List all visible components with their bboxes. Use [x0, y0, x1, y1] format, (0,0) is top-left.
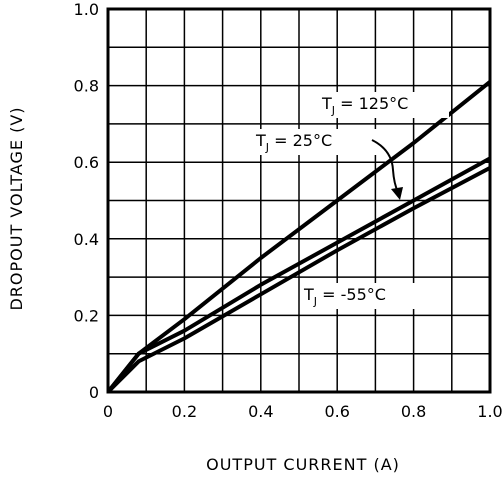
- y-axis-title: DROPOUT VOLTAGE (V): [7, 106, 26, 310]
- series-annotation-label: TJ = 125°C: [321, 94, 408, 117]
- x-tick-label: 0.8: [401, 402, 426, 421]
- x-tick-label: 0.6: [324, 402, 349, 421]
- annotation-background: [301, 283, 431, 309]
- grid: [108, 9, 490, 392]
- x-tick-label: 1.0: [477, 402, 502, 421]
- y-tick-label: 0: [89, 383, 99, 402]
- y-tick-labels: 0 0.2 0.4 0.6 0.8 1.0: [74, 0, 99, 402]
- series-layer: [106, 80, 492, 394]
- series-line-1: [106, 156, 491, 394]
- x-tick-label: 0.4: [248, 402, 273, 421]
- annotation-arrow-25c: [371, 139, 399, 193]
- y-tick-label: 0.2: [74, 306, 99, 325]
- x-tick-label: 0.2: [172, 402, 197, 421]
- series-line-2: [106, 166, 491, 394]
- x-axis-title: OUTPUT CURRENT (A): [206, 455, 400, 474]
- annotation-background: [319, 92, 449, 118]
- x-tick-label: 0: [103, 402, 113, 421]
- annotations: TJ = 125°C TJ = 25°C TJ = -55°C: [253, 92, 449, 309]
- series-annotation-label: TJ = -55°C: [303, 285, 386, 308]
- annotation-background: [253, 129, 383, 155]
- y-tick-label: 0.4: [74, 230, 99, 249]
- plot-frame: [106, 7, 492, 394]
- series-annotation-label: TJ = 25°C: [255, 131, 332, 154]
- y-tick-label: 1.0: [74, 0, 99, 19]
- y-tick-label: 0.6: [74, 153, 99, 172]
- x-tick-labels: 0 0.2 0.4 0.6 0.8 1.0: [103, 402, 503, 421]
- y-tick-label: 0.8: [74, 77, 99, 96]
- arrow-head-icon: [391, 187, 403, 200]
